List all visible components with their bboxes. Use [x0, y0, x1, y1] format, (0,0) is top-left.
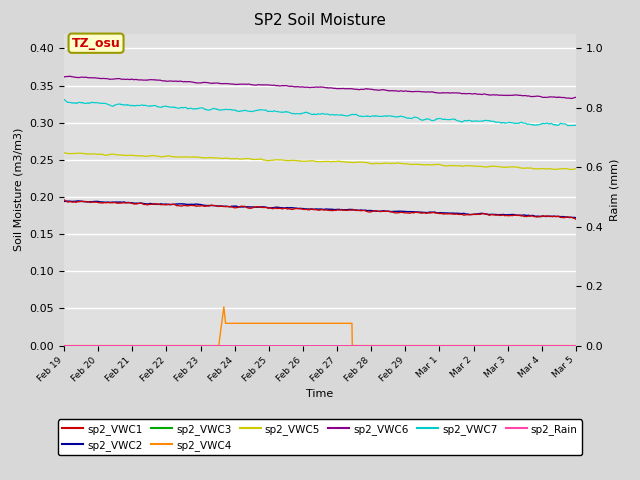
sp2_Rain	[288, 343, 296, 348]
Legend: sp2_VWC1, sp2_VWC2, sp2_VWC3, sp2_VWC4, sp2_VWC5, sp2_VWC6, sp2_VWC7, sp2_Rain: sp2_VWC1, sp2_VWC2, sp2_VWC3, sp2_VWC4, …	[58, 420, 582, 455]
sp2_VWC4	[572, 343, 580, 348]
sp2_VWC5	[100, 152, 108, 157]
sp2_VWC2	[100, 199, 108, 205]
sp2_VWC3	[288, 343, 296, 348]
sp2_VWC3	[351, 343, 359, 348]
sp2_VWC7	[277, 109, 285, 115]
sp2_Rain	[60, 343, 68, 348]
sp2_VWC3	[277, 343, 285, 348]
sp2_VWC5	[277, 157, 285, 163]
Line: sp2_VWC4: sp2_VWC4	[64, 307, 576, 346]
sp2_VWC6	[100, 76, 108, 82]
sp2_VWC7	[351, 112, 359, 118]
sp2_VWC5	[297, 158, 305, 164]
sp2_VWC1	[100, 200, 108, 206]
sp2_VWC6	[121, 76, 129, 82]
sp2_VWC2	[289, 205, 296, 211]
sp2_VWC7	[100, 100, 108, 106]
sp2_VWC4	[120, 343, 128, 348]
sp2_Rain	[120, 343, 128, 348]
sp2_VWC6	[352, 86, 360, 92]
sp2_VWC4	[289, 321, 296, 326]
sp2_VWC5	[572, 166, 580, 172]
sp2_VWC6	[278, 83, 285, 89]
sp2_VWC6	[572, 95, 580, 100]
sp2_Rain	[572, 343, 580, 348]
sp2_VWC7	[564, 123, 572, 129]
sp2_VWC6	[289, 84, 296, 89]
sp2_VWC4	[100, 343, 108, 348]
sp2_VWC5	[568, 167, 575, 172]
sp2_VWC7	[288, 111, 296, 117]
sp2_VWC2	[74, 198, 82, 204]
sp2_VWC6	[568, 96, 575, 101]
sp2_Rain	[277, 343, 285, 348]
sp2_VWC1	[288, 206, 296, 212]
sp2_VWC3	[297, 343, 305, 348]
sp2_VWC7	[60, 96, 68, 102]
Text: TZ_osu: TZ_osu	[72, 36, 120, 50]
sp2_VWC3	[60, 343, 68, 348]
sp2_VWC4	[60, 343, 68, 348]
sp2_Rain	[100, 343, 108, 348]
sp2_VWC5	[288, 157, 296, 163]
sp2_VWC3	[100, 343, 108, 348]
sp2_Rain	[297, 343, 305, 348]
sp2_VWC7	[572, 122, 580, 128]
sp2_VWC1	[60, 197, 68, 203]
sp2_VWC3	[572, 343, 580, 348]
sp2_VWC2	[352, 207, 360, 213]
sp2_VWC4	[278, 321, 285, 326]
sp2_VWC6	[60, 74, 68, 80]
sp2_VWC2	[60, 199, 68, 204]
sp2_VWC2	[121, 199, 129, 205]
sp2_VWC3	[120, 343, 128, 348]
Line: sp2_VWC6: sp2_VWC6	[64, 76, 576, 98]
sp2_VWC4	[352, 343, 360, 348]
Y-axis label: Raim (mm): Raim (mm)	[609, 158, 619, 221]
sp2_VWC1	[277, 205, 285, 211]
sp2_VWC4	[220, 304, 228, 310]
sp2_VWC2	[572, 215, 580, 221]
Line: sp2_VWC7: sp2_VWC7	[64, 99, 576, 126]
sp2_VWC1	[120, 200, 128, 206]
sp2_VWC5	[60, 150, 68, 156]
sp2_VWC7	[120, 102, 128, 108]
sp2_VWC1	[572, 216, 580, 222]
sp2_VWC1	[351, 207, 359, 213]
Y-axis label: Soil Moisture (m3/m3): Soil Moisture (m3/m3)	[14, 128, 24, 252]
sp2_VWC2	[298, 205, 305, 211]
sp2_VWC6	[65, 73, 73, 79]
sp2_VWC5	[351, 159, 359, 165]
sp2_VWC7	[297, 111, 305, 117]
sp2_VWC1	[297, 206, 305, 212]
Title: SP2 Soil Moisture: SP2 Soil Moisture	[254, 13, 386, 28]
Line: sp2_VWC2: sp2_VWC2	[64, 201, 576, 218]
X-axis label: Time: Time	[307, 389, 333, 399]
sp2_VWC5	[120, 152, 128, 158]
sp2_Rain	[351, 343, 359, 348]
sp2_VWC6	[298, 84, 305, 90]
Line: sp2_VWC1: sp2_VWC1	[64, 200, 576, 219]
sp2_VWC2	[278, 205, 285, 211]
Line: sp2_VWC5: sp2_VWC5	[64, 153, 576, 169]
sp2_VWC4	[298, 321, 305, 326]
